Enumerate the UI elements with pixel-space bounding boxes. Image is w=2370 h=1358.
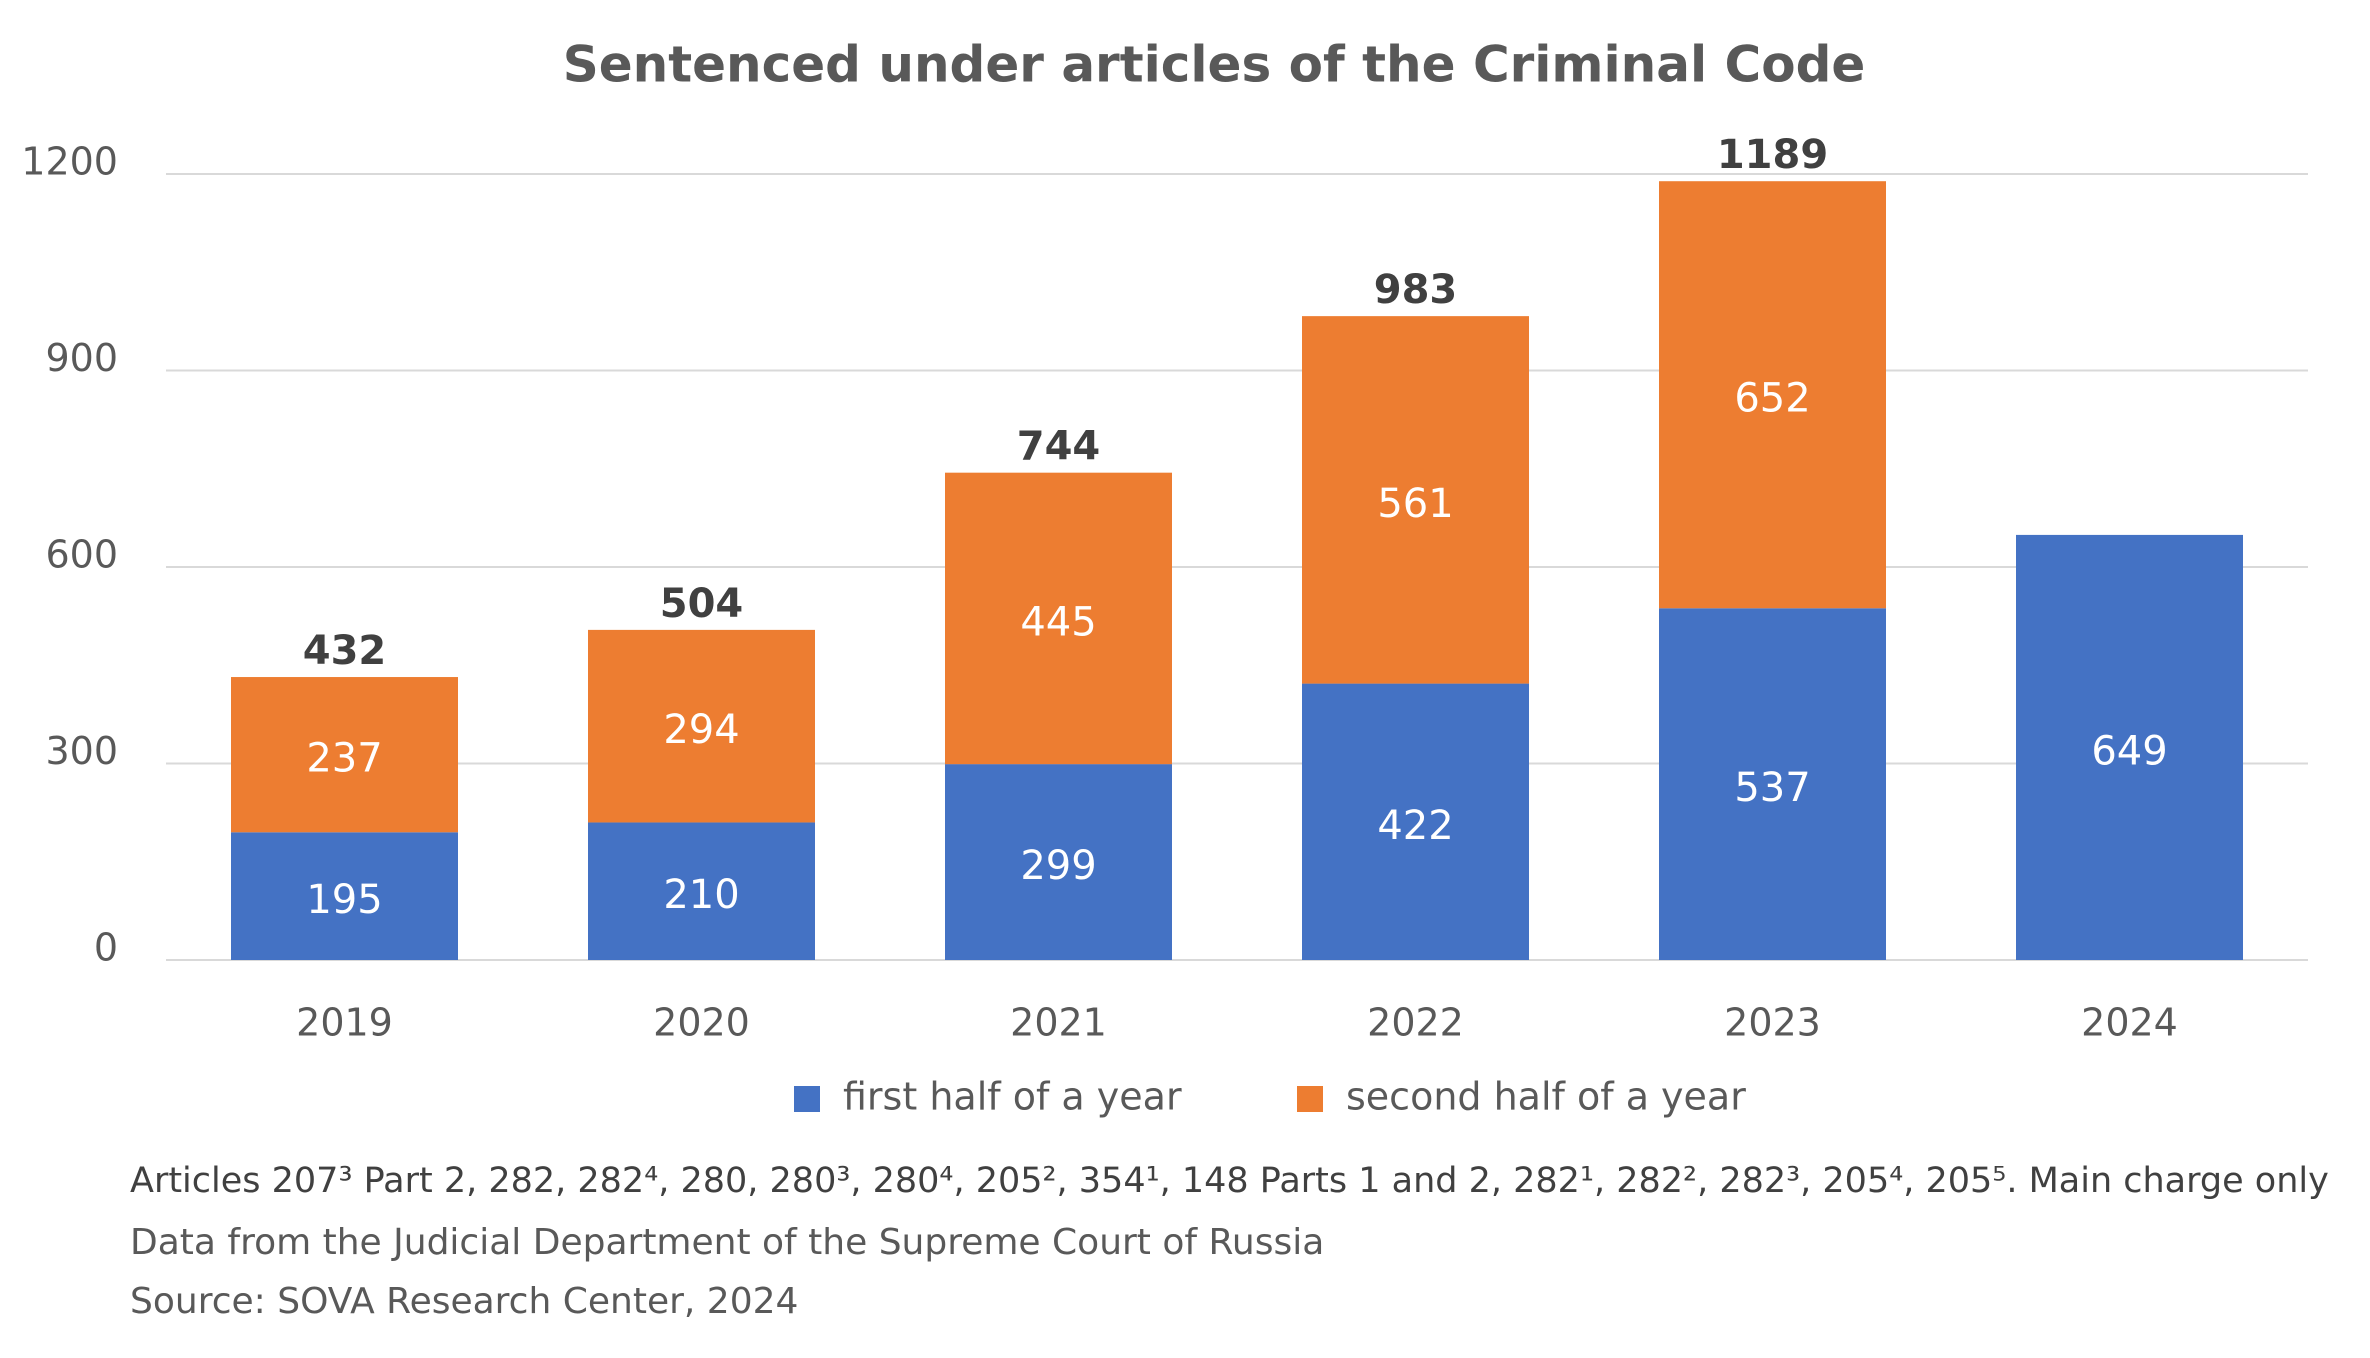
bar-segment (1302, 683, 1529, 960)
x-tick-label: 2019 (296, 1001, 393, 1045)
total-label: 744 (1017, 424, 1101, 470)
chart-title: Sentenced under articles of the Criminal… (563, 36, 1866, 94)
total-label: 1189 (1717, 132, 1828, 178)
x-tick-label: 2022 (1367, 1001, 1464, 1045)
x-tick-label: 2020 (653, 1001, 750, 1045)
y-tick-label: 300 (45, 729, 118, 773)
legend-swatch (794, 1086, 820, 1112)
bar-segment (588, 629, 815, 823)
y-tick-label: 1200 (21, 140, 118, 184)
bar-segment (231, 832, 458, 960)
data-label: 537 (1734, 765, 1810, 811)
bar-segment (1659, 181, 1886, 609)
footnote: Articles 207³ Part 2, 282, 282⁴, 280, 28… (130, 1161, 2329, 1201)
total-label: 983 (1374, 267, 1458, 313)
legend-swatch (1297, 1086, 1323, 1112)
footnote: Data from the Judicial Department of the… (130, 1222, 1324, 1263)
bar-segment (588, 822, 815, 960)
data-label: 299 (1020, 843, 1096, 889)
data-label: 210 (663, 872, 739, 918)
y-tick-label: 600 (45, 533, 118, 577)
total-label: 432 (303, 628, 387, 674)
x-tick-label: 2021 (1010, 1001, 1107, 1045)
bar-segment (231, 677, 458, 833)
bar-segment (1659, 608, 1886, 960)
footnote: Source: SOVA Research Center, 2024 (130, 1281, 798, 1322)
total-label: 504 (660, 581, 744, 627)
data-label: 561 (1377, 481, 1453, 527)
y-tick-label: 900 (45, 336, 118, 380)
x-tick-label: 2023 (1724, 1001, 1821, 1045)
data-label: 652 (1734, 376, 1810, 422)
data-label: 422 (1377, 803, 1453, 849)
data-label: 445 (1020, 599, 1096, 645)
data-label: 237 (306, 736, 382, 782)
bar-segment (945, 764, 1172, 960)
legend-label: second half of a year (1346, 1075, 1746, 1119)
data-label: 195 (306, 877, 382, 923)
bar-segment (2016, 534, 2243, 960)
legend-label: first half of a year (843, 1075, 1182, 1119)
bar-segment (1302, 316, 1529, 684)
data-label: 294 (663, 707, 739, 753)
x-tick-label: 2024 (2081, 1001, 2178, 1045)
data-label: 649 (2091, 728, 2167, 774)
bar-segment (945, 472, 1172, 765)
y-tick-label: 0 (94, 926, 118, 970)
